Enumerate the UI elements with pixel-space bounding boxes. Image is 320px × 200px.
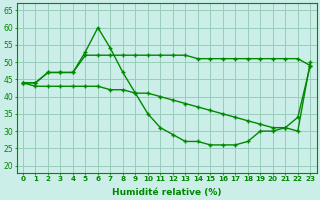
X-axis label: Humidité relative (%): Humidité relative (%): [112, 188, 221, 197]
